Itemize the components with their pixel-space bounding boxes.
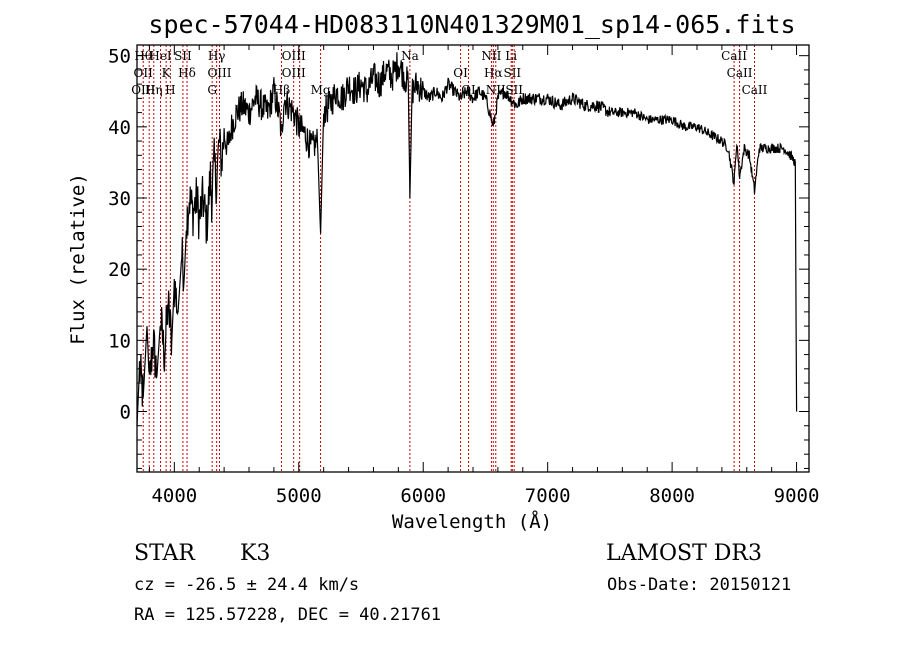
x-axis: 4000 5000 6000 7000 8000 9000 [148,45,820,507]
x-tick-label: 4000 [151,485,197,507]
line-label: Hδ [178,66,196,80]
object-class: STAR [134,541,196,566]
line-label: Hη [145,83,163,97]
x-tick-label: 7000 [525,485,571,507]
line-label: G [207,83,217,97]
line-label: OIII [207,66,231,80]
line-label: CaII [742,83,768,97]
x-tick-label: 6000 [400,485,446,507]
y-tick-label: 40 [108,117,131,139]
line-label: H [165,83,175,97]
y-tick-label: 30 [108,188,131,210]
y-tick-label: 20 [108,259,131,281]
line-label: OIII [282,49,306,63]
redshift-cz: cz = -26.5 ± 24.4 km/s [134,575,359,595]
y-tick-label: 10 [108,330,131,352]
y-axis: 0 10 20 30 40 50 [108,46,809,469]
line-label: OIII [282,66,306,80]
line-label: Na [401,49,419,63]
line-label: CaII [721,49,747,63]
line-label: K [162,66,172,80]
line-label: CaII [727,66,753,80]
object-subclass: K3 [240,541,270,566]
y-tick-label: 50 [108,46,131,68]
obs-date: Obs-Date: 20150121 [607,575,791,595]
y-axis-label: Flux (relative) [67,173,89,345]
line-label: SII [505,83,523,97]
line-label: Li [505,49,517,63]
x-tick-label: 5000 [276,485,322,507]
line-label: OI [453,66,468,80]
line-label: Hγ [208,49,226,63]
x-axis-label: Wavelength (Å) [392,510,552,533]
line-label: Mg [311,83,331,97]
line-label: NII [481,49,501,63]
y-tick-label: 0 [120,402,131,424]
plot-frame [136,44,810,473]
spectrum-line [136,52,798,426]
line-markers [142,45,755,472]
survey-name: LAMOST DR3 [606,541,762,566]
x-tick-label: 8000 [649,485,695,507]
line-label: SII [174,49,192,63]
coordinates: RA = 125.57228, DEC = 40.21761 [134,605,441,625]
line-label: SII [503,66,521,80]
chart-title: spec-57044-HD083110N401329M01_sp14-065.f… [148,10,795,39]
line-label: HeI [149,49,172,63]
line-label: Hα [484,66,503,80]
x-tick-label: 9000 [774,485,820,507]
